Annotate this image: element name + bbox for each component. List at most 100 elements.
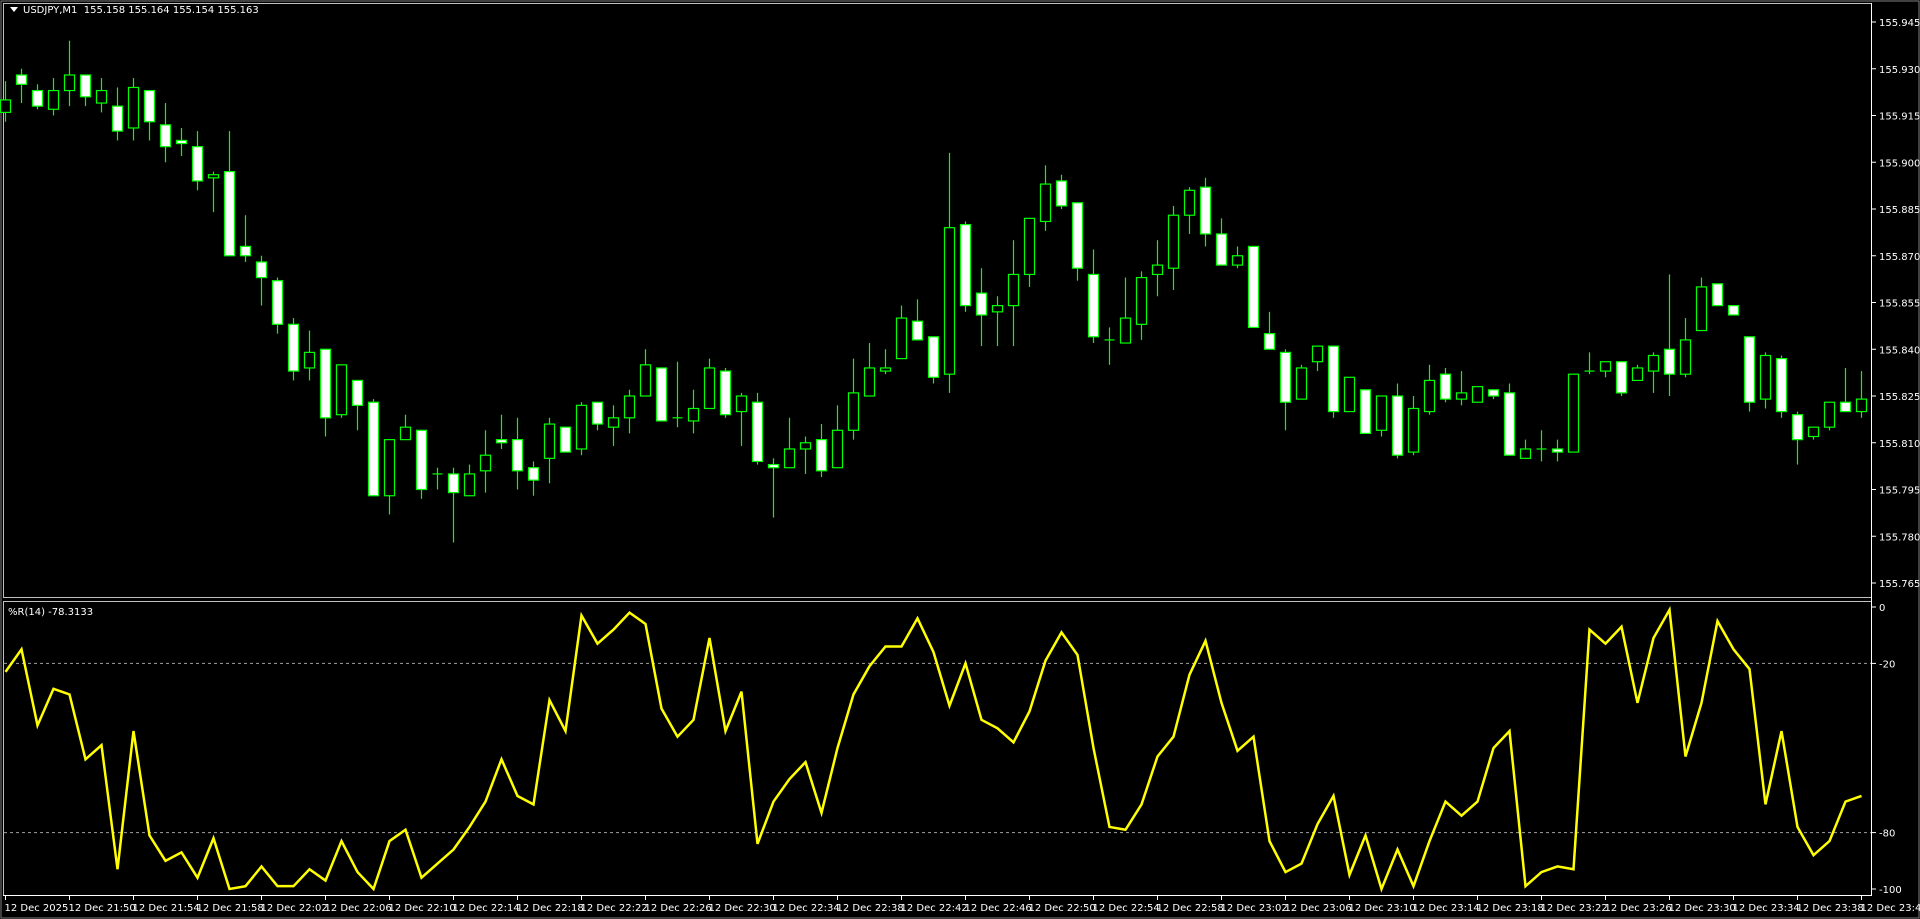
candle-body-bear [239, 245, 252, 257]
candle-body-bull [1423, 379, 1436, 413]
candle [591, 401, 604, 431]
dropdown-triangle-icon[interactable] [10, 7, 18, 12]
candle [495, 414, 508, 449]
candle [1471, 386, 1484, 403]
time-tick-label: 12 Dec 23:02 [1221, 903, 1288, 914]
candle-body-bull [63, 74, 76, 92]
indicator-tick-label: -20 [1879, 659, 1895, 670]
candle [672, 361, 683, 428]
price-tick-label: 155.915 [1879, 112, 1920, 123]
candle-body-bear [1071, 202, 1084, 269]
candle [1711, 283, 1724, 307]
candle [63, 40, 76, 107]
candle [1407, 396, 1420, 456]
candle [783, 417, 796, 469]
candle [815, 424, 828, 478]
candle-body-bear [655, 367, 668, 422]
time-tick-label: 12 Dec 22:50 [1029, 903, 1096, 914]
candle-body-bear [1775, 358, 1788, 413]
candle-body-bear [527, 467, 540, 481]
time-tick-label: 12 Dec 23:30 [1669, 903, 1736, 914]
candle-body-bull [95, 89, 108, 104]
candle-body-bear [1711, 283, 1724, 307]
price-tick-label: 155.825 [1879, 392, 1920, 403]
candle-body-bull [687, 407, 700, 422]
time-tick-label: 12 Dec 2025 [5, 903, 69, 914]
candle-body-bear [1327, 345, 1340, 413]
candle [1215, 218, 1228, 266]
time-tick-label: 12 Dec 22:54 [1093, 903, 1160, 914]
price-tick-label: 155.765 [1879, 579, 1920, 590]
candle-body-bear [1215, 233, 1228, 266]
time-tick-label: 12 Dec 23:42 [1861, 903, 1920, 914]
price-tick-label: 155.885 [1879, 205, 1920, 216]
candle-body-bull [1519, 448, 1532, 459]
time-tick-label: 12 Dec 23:22 [1541, 903, 1608, 914]
symbol-label: USDJPY,M1 [23, 5, 78, 16]
candle-body-bull [479, 454, 492, 472]
candle-body-bear [1791, 414, 1804, 441]
time-tick-label: 12 Dec 23:18 [1477, 903, 1544, 914]
candle-body-bull [1151, 264, 1164, 276]
candle-body-bull [543, 423, 556, 459]
candle [383, 439, 396, 515]
candle-body-bull [1455, 392, 1468, 400]
candle [1119, 277, 1132, 344]
candle-body-bear [1087, 273, 1100, 338]
candle [159, 103, 172, 163]
candle [1775, 355, 1788, 418]
candle-body-bull [1807, 426, 1820, 438]
candle-body-bear [415, 429, 428, 491]
candle-body-bear [79, 74, 92, 98]
candle [127, 78, 140, 141]
candle [863, 343, 876, 397]
candle-body-bull [207, 174, 220, 179]
indicator-label: %R(14) -78.3133 [8, 607, 94, 618]
price-tick-label: 155.945 [1879, 18, 1920, 29]
candle [351, 379, 364, 431]
candle-body-bull [863, 367, 876, 397]
candle [271, 277, 284, 334]
candle-body-bull [463, 473, 476, 497]
candle [1584, 352, 1595, 375]
candle-body-bear [1199, 186, 1212, 235]
candle [1375, 395, 1388, 437]
candle [95, 78, 108, 113]
candle [1071, 202, 1084, 281]
candle [255, 255, 268, 306]
williams-r-line [4, 605, 1862, 893]
candle [687, 389, 700, 434]
candle-body-bull [607, 417, 620, 428]
candle [623, 389, 636, 434]
candle-body-bear [367, 401, 380, 497]
candle [1647, 352, 1660, 393]
candle [1279, 349, 1292, 431]
candle-body-bear [767, 463, 780, 469]
candle [1631, 364, 1644, 382]
candle-body-bull [1039, 183, 1052, 223]
candle [1295, 364, 1308, 400]
candle [719, 367, 732, 418]
candle [191, 131, 204, 191]
time-tick-label: 12 Dec 22:18 [517, 903, 584, 914]
candle-body-bear [287, 323, 300, 372]
candle [1039, 165, 1052, 231]
candle [1855, 371, 1868, 418]
price-tick-label: 155.930 [1879, 65, 1920, 76]
time-tick-label: 12 Dec 22:06 [325, 903, 392, 914]
candle [895, 305, 908, 360]
price-tick-label: 155.900 [1879, 158, 1920, 169]
candle-body-bull [1567, 373, 1580, 453]
candle [1135, 271, 1148, 340]
candle-body-bull [847, 392, 860, 431]
price-tick-label: 155.810 [1879, 439, 1920, 450]
candle-body-bear [1263, 333, 1276, 350]
candle-body-bear [223, 171, 236, 257]
candle-body-bull [895, 317, 908, 360]
candle-body-bear [1439, 373, 1452, 400]
candle [975, 268, 988, 347]
candle [1519, 439, 1532, 459]
candle-body-bear [511, 439, 524, 472]
